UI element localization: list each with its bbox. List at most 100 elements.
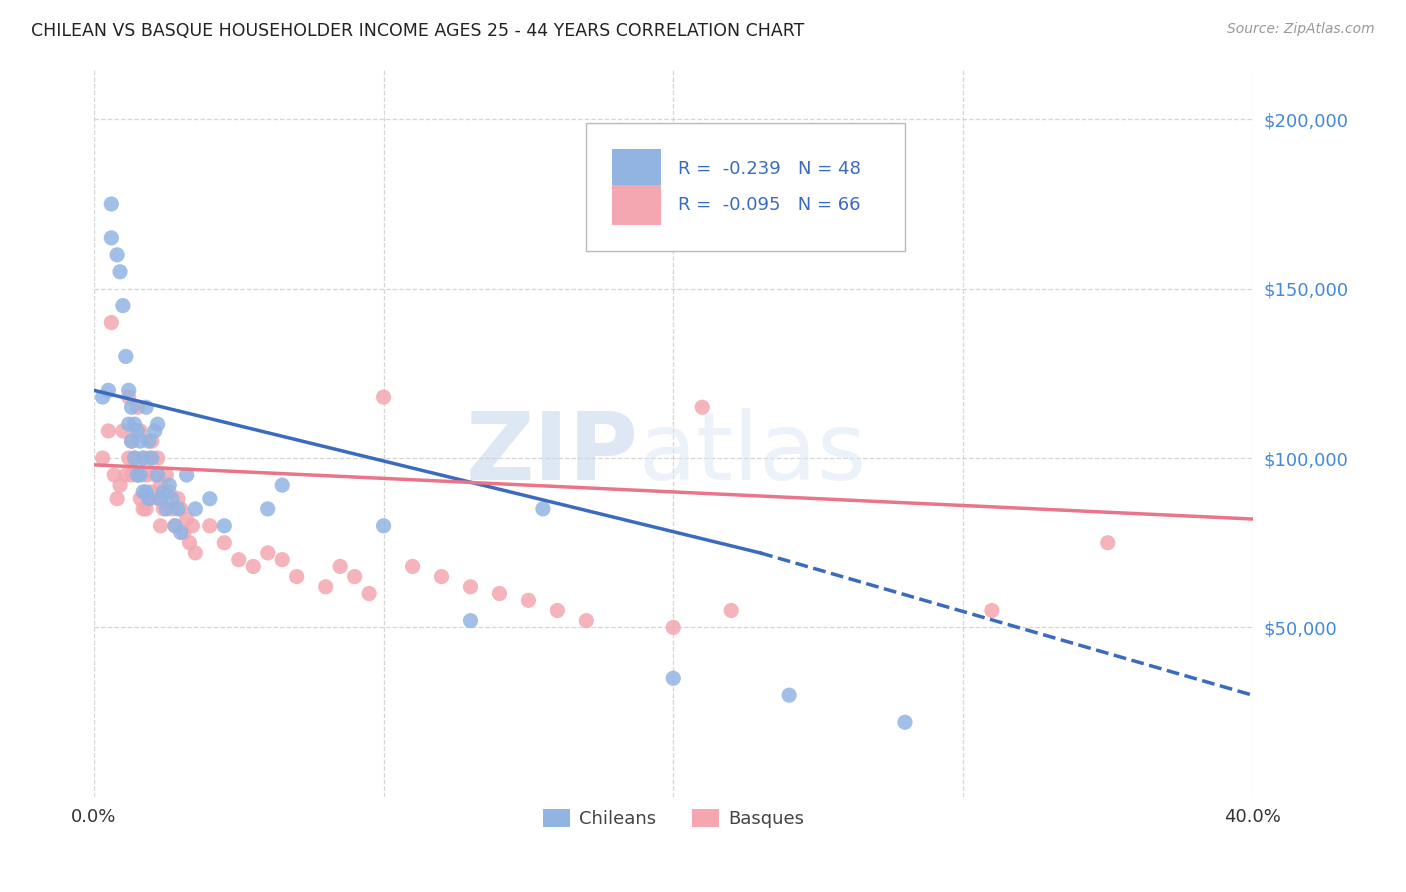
Point <box>141 451 163 466</box>
Point <box>129 468 152 483</box>
Point <box>114 468 136 483</box>
Point <box>127 401 149 415</box>
Point <box>105 491 128 506</box>
Point <box>176 468 198 483</box>
Point <box>100 316 122 330</box>
Point <box>430 569 453 583</box>
Point <box>108 265 131 279</box>
Point <box>132 501 155 516</box>
Point <box>329 559 352 574</box>
Point <box>173 525 195 540</box>
Point <box>167 491 190 506</box>
Point <box>138 434 160 449</box>
Point <box>531 501 554 516</box>
Point <box>146 451 169 466</box>
Point <box>132 451 155 466</box>
Point <box>91 451 114 466</box>
Point <box>152 484 174 499</box>
Point <box>108 478 131 492</box>
Point <box>778 688 800 702</box>
Point <box>118 390 141 404</box>
Point <box>152 501 174 516</box>
Point <box>460 614 482 628</box>
Point <box>149 491 172 506</box>
Point <box>135 401 157 415</box>
Point <box>214 518 236 533</box>
Point <box>103 468 125 483</box>
Point <box>135 484 157 499</box>
Point <box>546 603 568 617</box>
Point <box>114 350 136 364</box>
Point <box>170 501 193 516</box>
Point <box>135 468 157 483</box>
Point <box>181 518 204 533</box>
Point <box>662 671 685 685</box>
Point <box>146 468 169 483</box>
Point <box>124 417 146 432</box>
Text: R =  -0.095   N = 66: R = -0.095 N = 66 <box>678 196 860 214</box>
Point <box>141 484 163 499</box>
Point <box>121 401 143 415</box>
FancyBboxPatch shape <box>586 123 905 251</box>
Legend: Chileans, Basques: Chileans, Basques <box>536 801 811 835</box>
Text: atlas: atlas <box>638 409 866 500</box>
Point <box>118 384 141 398</box>
Point <box>488 586 510 600</box>
Point <box>179 535 201 549</box>
Point <box>100 197 122 211</box>
Point <box>176 512 198 526</box>
Point <box>129 491 152 506</box>
Point <box>517 593 540 607</box>
Point <box>271 478 294 492</box>
Point <box>160 501 183 516</box>
Point <box>163 518 186 533</box>
Point <box>343 569 366 583</box>
Point <box>118 417 141 432</box>
FancyBboxPatch shape <box>612 185 661 225</box>
Point <box>111 299 134 313</box>
Point <box>146 417 169 432</box>
Point <box>157 484 180 499</box>
Point <box>242 559 264 574</box>
Point <box>127 468 149 483</box>
Point <box>157 478 180 492</box>
Point <box>127 424 149 438</box>
Point <box>155 501 177 516</box>
Point <box>118 451 141 466</box>
Point <box>198 518 221 533</box>
Point <box>155 468 177 483</box>
Point <box>184 546 207 560</box>
FancyBboxPatch shape <box>612 149 661 189</box>
Point <box>121 434 143 449</box>
Point <box>690 401 713 415</box>
Point <box>373 518 395 533</box>
Point <box>359 586 381 600</box>
Point <box>271 552 294 566</box>
Point <box>315 580 337 594</box>
Point <box>111 424 134 438</box>
Point <box>124 451 146 466</box>
Point <box>575 614 598 628</box>
Point <box>401 559 423 574</box>
Point <box>1097 535 1119 549</box>
Point <box>129 424 152 438</box>
Point <box>160 491 183 506</box>
Point <box>124 451 146 466</box>
Point <box>256 546 278 560</box>
Point <box>460 580 482 594</box>
Point <box>97 384 120 398</box>
Point <box>894 715 917 730</box>
Point <box>373 390 395 404</box>
Point <box>100 231 122 245</box>
Point <box>720 603 742 617</box>
Text: ZIP: ZIP <box>465 409 638 500</box>
Text: R =  -0.239   N = 48: R = -0.239 N = 48 <box>678 160 860 178</box>
Point <box>138 491 160 506</box>
Point <box>143 468 166 483</box>
Point <box>143 424 166 438</box>
Point <box>121 434 143 449</box>
Point <box>256 501 278 516</box>
Point <box>91 390 114 404</box>
Point <box>127 468 149 483</box>
Point <box>141 434 163 449</box>
